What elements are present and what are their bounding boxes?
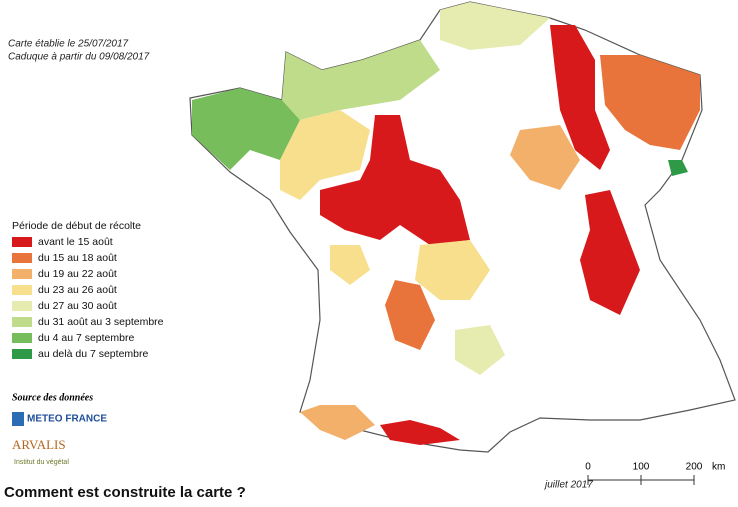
region	[330, 245, 370, 285]
scale-bar: 0 100 200 km	[585, 462, 725, 485]
legend-swatch	[12, 301, 32, 311]
scale-label: 100	[633, 462, 650, 473]
region	[510, 125, 580, 190]
logo-arvalis: ARVALIS	[12, 437, 66, 452]
legend-label: au delà du 7 septembre	[38, 348, 148, 360]
header-line: Caduque à partir du 09/08/2017	[8, 52, 150, 63]
header-line: Carte établie le 25/07/2017	[8, 39, 129, 50]
region	[440, 2, 550, 50]
region	[300, 405, 375, 440]
map: juillet 2017	[189, 1, 736, 491]
legend-label: du 4 au 7 septembre	[38, 332, 134, 344]
sources-title: Source des données	[12, 392, 93, 403]
scale-label: 0	[585, 462, 591, 473]
region	[385, 280, 435, 350]
region	[550, 25, 610, 170]
legend-label: du 23 au 26 août	[38, 284, 117, 296]
legend: avant le 15 août du 15 au 18 août du 19 au…	[12, 236, 164, 360]
region	[280, 110, 370, 200]
legend-swatch	[12, 285, 32, 295]
logo-icon	[12, 412, 24, 426]
region	[192, 88, 300, 170]
logo-meteo: METEO FRANCE	[27, 414, 107, 425]
legend-swatch	[12, 317, 32, 327]
section-heading: Comment est construite la carte ?	[4, 484, 246, 501]
legend-swatch	[12, 253, 32, 263]
legend-swatch	[12, 349, 32, 359]
legend-label: du 31 août au 3 septembre	[38, 316, 164, 328]
legend-label: du 15 au 18 août	[38, 252, 117, 264]
region	[580, 190, 640, 315]
map-date: juillet 2017	[543, 480, 593, 491]
region	[415, 240, 490, 300]
legend-label: avant le 15 août	[38, 236, 113, 248]
legend-label: du 19 au 22 août	[38, 268, 117, 280]
legend-label: du 27 au 30 août	[38, 300, 117, 312]
legend-swatch	[12, 333, 32, 343]
logo-arvalis-sub: Institut du végétal	[14, 459, 69, 466]
scale-label: 200	[686, 462, 703, 473]
region	[668, 160, 688, 176]
region	[320, 115, 470, 245]
legend-swatch	[12, 237, 32, 247]
region	[380, 420, 460, 445]
region	[282, 40, 440, 120]
region	[600, 55, 700, 150]
legend-swatch	[12, 269, 32, 279]
scale-unit: km	[712, 462, 725, 473]
region	[455, 325, 505, 375]
legend-title: Période de début de récolte	[12, 220, 141, 232]
